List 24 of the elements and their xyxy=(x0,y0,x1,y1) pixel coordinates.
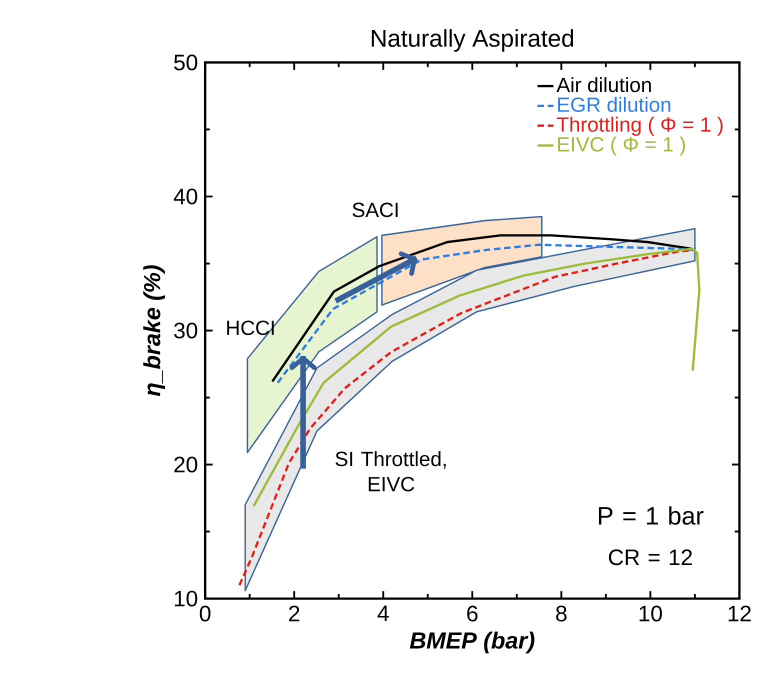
y-tick-label: 20 xyxy=(174,456,198,472)
annotation: P = 1 bar xyxy=(598,506,704,525)
legend-label: Air dilution xyxy=(556,77,651,92)
x-tick-label: 10 xyxy=(640,606,662,622)
y-axis-title: η_brake (%) xyxy=(143,265,165,396)
legend-label: EGR dilution xyxy=(558,96,670,112)
x-tick-label: 4 xyxy=(378,606,389,622)
annotation: CR = 12 xyxy=(608,549,692,566)
y-tick-label: 10 xyxy=(174,590,198,607)
x-axis-title: BMEP (bar) xyxy=(410,632,534,654)
y-tick-label: 40 xyxy=(174,188,198,204)
annotation: SACI xyxy=(352,202,398,218)
x-tick-label: 0 xyxy=(200,606,210,622)
x-tick-label: 12 xyxy=(728,606,751,622)
chart-title: Naturally Aspirated xyxy=(372,29,574,52)
x-tick-label: 6 xyxy=(467,606,478,622)
annotation: HCCI xyxy=(227,320,274,336)
annotation: SI Throttled, EIVC xyxy=(336,451,446,492)
y-tick-label: 50 xyxy=(174,54,198,70)
legend-label: Throttling ( Φ = 1 ) xyxy=(556,116,723,136)
legend-label: EIVC ( Φ = 1 ) xyxy=(558,136,685,156)
y-tick-label: 30 xyxy=(174,322,198,338)
x-tick-label: 2 xyxy=(289,606,300,622)
x-tick-label: 8 xyxy=(556,606,567,622)
